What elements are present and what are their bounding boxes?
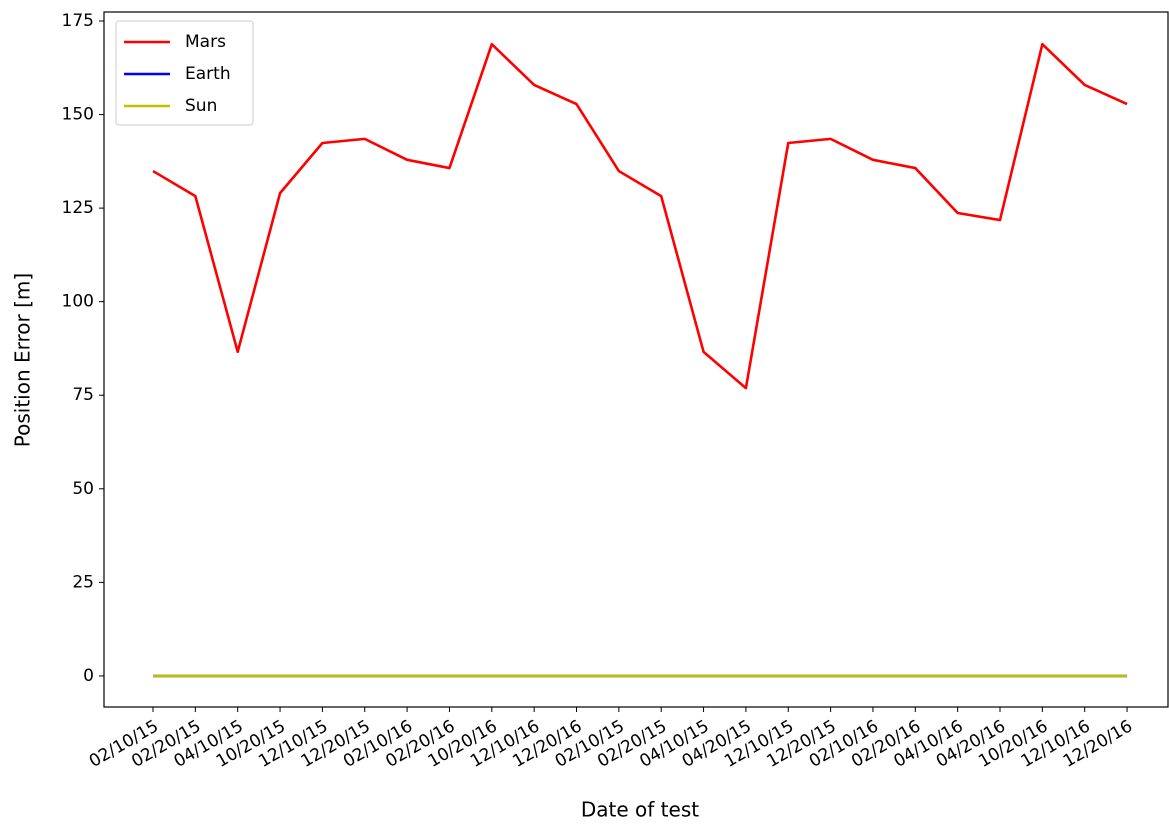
legend: Mars Earth Sun (115, 20, 254, 126)
y-tick-label: 0 (83, 666, 94, 686)
y-tick-label: 50 (72, 479, 94, 499)
y-tick-label: 75 (72, 385, 94, 405)
y-tick-label: 150 (62, 105, 94, 125)
x-axis-title: Date of test (581, 798, 699, 822)
y-tick-label: 175 (62, 11, 94, 31)
legend-label: Sun (185, 96, 217, 116)
y-tick-label: 25 (72, 572, 94, 592)
plot-frame (103, 11, 1169, 708)
y-tick-label: 100 (62, 292, 94, 312)
legend-label: Earth (185, 64, 231, 84)
y-axis-title: Position Error [m] (11, 273, 35, 447)
legend-label: Mars (185, 32, 226, 52)
y-tick-label: 125 (62, 198, 94, 218)
legend-box (115, 20, 254, 126)
series-line (152, 42, 1128, 390)
